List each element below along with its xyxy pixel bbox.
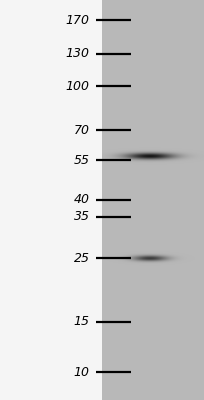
Text: 25: 25 [74,252,90,265]
Text: 70: 70 [74,124,90,137]
Text: 10: 10 [74,366,90,379]
Bar [0,0,102,400]
Bar [102,0,204,400]
Text: 40: 40 [74,194,90,206]
Text: 55: 55 [74,154,90,167]
Text: 15: 15 [74,315,90,328]
Text: 100: 100 [66,80,90,93]
Text: 130: 130 [66,47,90,60]
Text: 35: 35 [74,210,90,223]
Text: 170: 170 [66,14,90,27]
